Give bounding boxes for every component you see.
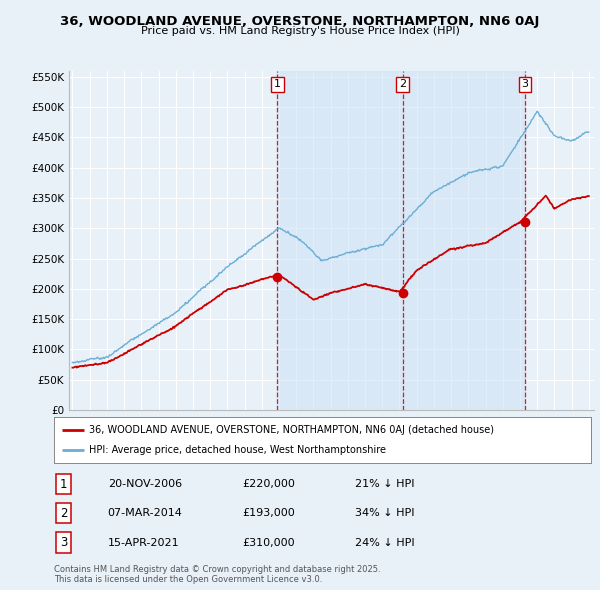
Text: HPI: Average price, detached house, West Northamptonshire: HPI: Average price, detached house, West… (89, 445, 386, 455)
Text: 3: 3 (60, 536, 67, 549)
Text: This data is licensed under the Open Government Licence v3.0.: This data is licensed under the Open Gov… (54, 575, 322, 584)
Text: 07-MAR-2014: 07-MAR-2014 (108, 509, 182, 518)
Text: 2: 2 (60, 507, 67, 520)
Text: 2: 2 (399, 80, 406, 89)
Text: £193,000: £193,000 (242, 509, 295, 518)
Text: 15-APR-2021: 15-APR-2021 (108, 537, 179, 548)
Text: £220,000: £220,000 (242, 479, 295, 489)
Text: £310,000: £310,000 (242, 537, 295, 548)
Text: 34% ↓ HPI: 34% ↓ HPI (355, 509, 414, 518)
Text: 36, WOODLAND AVENUE, OVERSTONE, NORTHAMPTON, NN6 0AJ (detached house): 36, WOODLAND AVENUE, OVERSTONE, NORTHAMP… (89, 425, 494, 435)
Text: 20-NOV-2006: 20-NOV-2006 (108, 479, 182, 489)
Text: 1: 1 (274, 80, 281, 89)
Bar (403, 71, 525, 410)
Text: 21% ↓ HPI: 21% ↓ HPI (355, 479, 414, 489)
Text: 1: 1 (60, 477, 67, 491)
Text: 36, WOODLAND AVENUE, OVERSTONE, NORTHAMPTON, NN6 0AJ: 36, WOODLAND AVENUE, OVERSTONE, NORTHAMP… (61, 15, 539, 28)
Text: Contains HM Land Registry data © Crown copyright and database right 2025.: Contains HM Land Registry data © Crown c… (54, 565, 380, 574)
Text: Price paid vs. HM Land Registry's House Price Index (HPI): Price paid vs. HM Land Registry's House … (140, 26, 460, 36)
Bar (277, 71, 403, 410)
Text: 3: 3 (521, 80, 529, 89)
Text: 24% ↓ HPI: 24% ↓ HPI (355, 537, 415, 548)
